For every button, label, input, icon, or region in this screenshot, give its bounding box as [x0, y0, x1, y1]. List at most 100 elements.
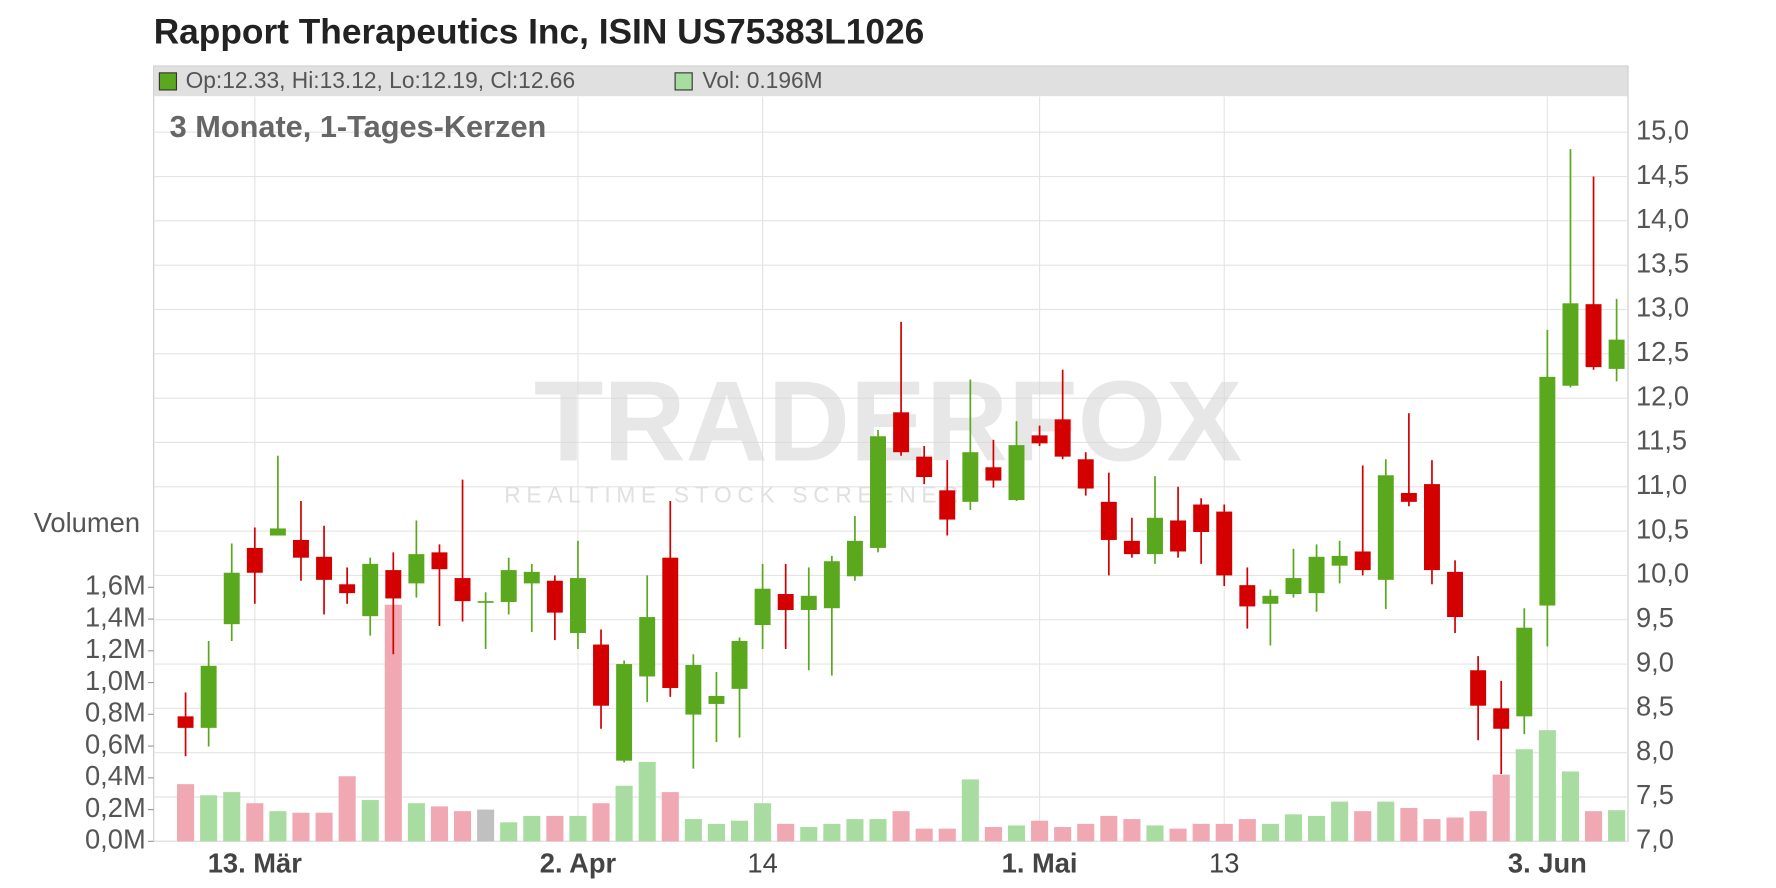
candle-body [1054, 419, 1071, 457]
candle-body [985, 467, 1002, 481]
candle-body [731, 641, 748, 689]
y2-tick-label: 1,6M [85, 570, 146, 601]
volume-bar [1192, 823, 1210, 842]
candle-body [500, 570, 517, 603]
candle-body [1331, 555, 1348, 566]
candle-body [1308, 556, 1325, 594]
volume-bar [177, 784, 195, 842]
volume-bar [315, 812, 333, 842]
y2-tick-label: 0,6M [85, 728, 146, 759]
candle-body [1008, 445, 1025, 501]
candle-body [1239, 585, 1256, 607]
volume-bar [592, 803, 610, 842]
candle-body [962, 452, 979, 502]
candle-body [846, 540, 863, 577]
candle-body [477, 601, 494, 603]
volume-bar [615, 785, 633, 842]
volume-bar [754, 803, 772, 842]
candle-body [454, 578, 471, 602]
y2-tick-label: 0,0M [85, 824, 146, 855]
candle-body [1077, 459, 1094, 489]
candle-body [569, 578, 586, 634]
candle-body [362, 563, 379, 617]
volume-bar [1284, 814, 1303, 842]
y-tick-label: 14,0 [1636, 203, 1689, 234]
candle-body [639, 617, 656, 677]
volume-bar [1215, 823, 1233, 842]
candle-body [1354, 551, 1371, 571]
candle-body [593, 644, 610, 706]
candle-body [1608, 339, 1625, 369]
y-tick-label: 8,5 [1636, 691, 1674, 722]
candle-body [1400, 492, 1417, 502]
candle-body [269, 528, 286, 536]
candle-body [246, 547, 263, 573]
y-tick-label: 13,0 [1636, 292, 1689, 323]
volume-bar [846, 819, 864, 842]
volume-bar [246, 803, 264, 842]
y-tick-label: 10,0 [1636, 558, 1689, 589]
candle-body [200, 665, 217, 728]
candle-body [1493, 708, 1510, 729]
volume-bar [915, 828, 933, 842]
x-tick-label: 13. Mär [208, 847, 302, 878]
chart-title: Rapport Therapeutics Inc, ISIN US75383L1… [154, 12, 925, 51]
volume-bar [1515, 749, 1533, 842]
volume-bar [361, 800, 379, 842]
volume-bar [1561, 771, 1579, 842]
candle-body [1285, 578, 1302, 595]
x-tick-label: 2. Apr [540, 847, 617, 878]
volume-bar [1146, 825, 1164, 842]
volume-bar [800, 827, 818, 842]
candle-body [546, 580, 563, 613]
volume-bar [777, 823, 795, 842]
volume-bar [1077, 823, 1095, 842]
candle-body [777, 594, 794, 610]
volume-bar [1584, 811, 1603, 842]
candle-body [893, 412, 910, 453]
volume-bar [1007, 825, 1026, 842]
volume-bar [200, 795, 218, 842]
marks [177, 149, 1626, 842]
volume-axis-label: Volumen [34, 507, 140, 538]
volume-bar [546, 815, 564, 842]
volume-bar [1100, 815, 1118, 842]
volume-bar [384, 604, 402, 842]
y2-tick-label: 1,4M [85, 601, 146, 632]
candle-body [339, 584, 356, 594]
volume-bar [407, 803, 425, 842]
x-tick-label: 1. Mai [1002, 847, 1078, 878]
candle-body [1423, 484, 1440, 571]
volume-bar [223, 792, 241, 842]
x-tick-label: 14 [747, 847, 777, 878]
candle-body [177, 716, 194, 728]
legend-label: Vol: 0.196M [702, 67, 822, 93]
volume-bar [869, 819, 887, 842]
candle-body [385, 570, 402, 599]
volume-bar [1377, 801, 1395, 842]
volume-bar [1238, 819, 1256, 842]
candle-body [1216, 511, 1233, 576]
volume-bar [938, 828, 956, 842]
volume-bar [892, 811, 910, 842]
volume-bar [1423, 819, 1441, 842]
volume-bar [961, 779, 979, 842]
candle-body [1170, 520, 1187, 552]
candle-body [1585, 304, 1602, 368]
y2-tick-label: 1,2M [85, 633, 146, 664]
volume-bar [269, 811, 287, 842]
volume-bar [569, 815, 587, 842]
y-tick-label: 7,0 [1636, 824, 1674, 855]
candle-body [1377, 475, 1394, 580]
y2-tick-label: 0,2M [85, 792, 146, 823]
candle-body [1147, 517, 1163, 555]
legend-bar [154, 66, 1628, 97]
candle-body [1262, 595, 1279, 604]
volume-bar [1331, 801, 1349, 842]
candle-body [223, 572, 240, 625]
volume-bar [523, 815, 541, 842]
candle-body [431, 552, 448, 570]
volume-bar [1054, 827, 1072, 842]
